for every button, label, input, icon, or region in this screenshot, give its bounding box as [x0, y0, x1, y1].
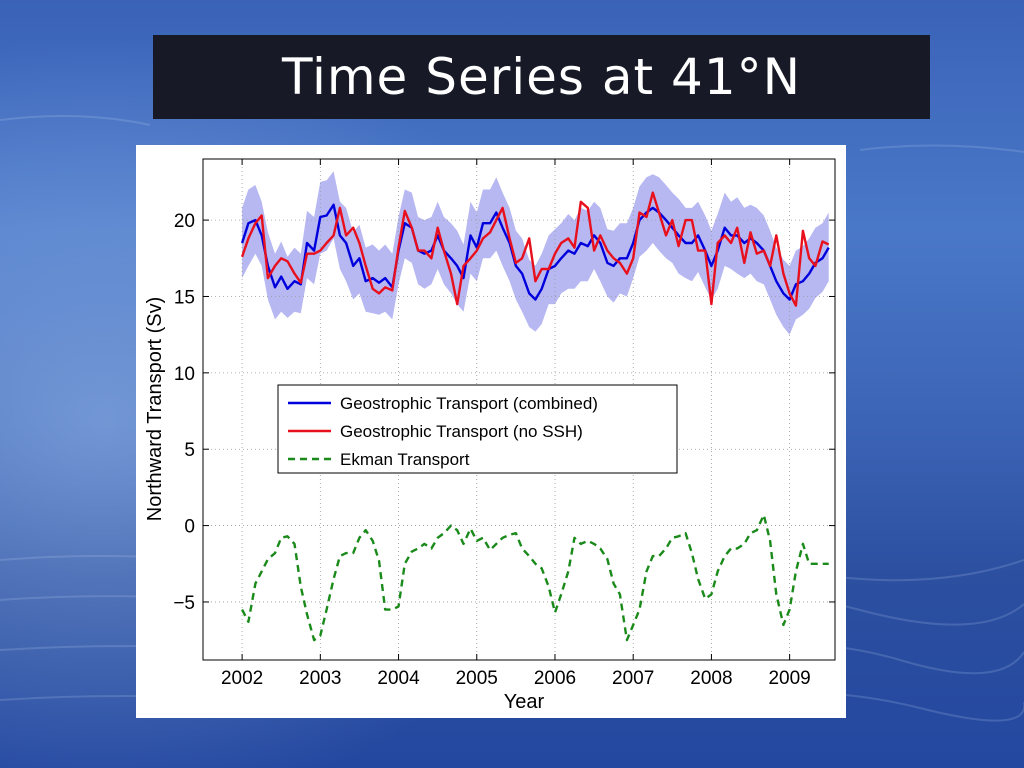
slide-title: Time Series at 41°N — [281, 48, 802, 106]
x-tick-label: 2004 — [377, 668, 420, 689]
x-tick-label: 2002 — [221, 668, 263, 689]
uncertainty-band — [242, 171, 829, 335]
legend-entry-no-ssh: Geostrophic Transport (no SSH) — [340, 422, 583, 441]
y-tick-label: 15 — [174, 287, 195, 308]
x-tick-label: 2006 — [534, 668, 576, 689]
legend: Geostrophic Transport (combined) Geostro… — [277, 384, 678, 474]
x-tick-label: 2008 — [690, 668, 732, 689]
y-tick-label: 10 — [174, 364, 195, 385]
series-layer — [240, 191, 830, 642]
x-tick-label: 2007 — [612, 668, 654, 689]
series-line-combined — [240, 203, 830, 301]
legend-entry-ekman: Ekman Transport — [340, 450, 470, 469]
title-bar: Time Series at 41°N — [153, 35, 930, 119]
series-line-no-ssh — [240, 191, 830, 307]
x-tick-label: 2003 — [299, 668, 341, 689]
legend-box — [277, 384, 678, 474]
y-tick-label: −5 — [173, 593, 195, 614]
series-line-ekman — [241, 513, 829, 642]
uncertainty-band-layer — [242, 171, 829, 335]
legend-entry-combined: Geostrophic Transport (combined) — [340, 394, 598, 413]
y-tick-label: 0 — [184, 517, 195, 538]
tick-layer: 2002 2003 2004 2005 2006 2007 2008 2009 −5 0 5 10 15… — [173, 159, 835, 689]
y-tick-label: 20 — [174, 211, 195, 232]
plot-area-frame — [202, 158, 836, 661]
x-tick-label: 2009 — [768, 668, 810, 689]
x-tick-label: 2005 — [456, 668, 498, 689]
chart-figure: 2002 2003 2004 2005 2006 2007 2008 2009 −5 0 5 10 15… — [136, 145, 846, 718]
y-tick-label: 5 — [184, 440, 195, 461]
y-axis-label: Northward Transport (Sv) — [144, 297, 166, 522]
time-series-chart: 2002 2003 2004 2005 2006 2007 2008 2009 −5 0 5 10 15… — [144, 158, 836, 713]
x-axis-label: Year — [504, 691, 545, 713]
